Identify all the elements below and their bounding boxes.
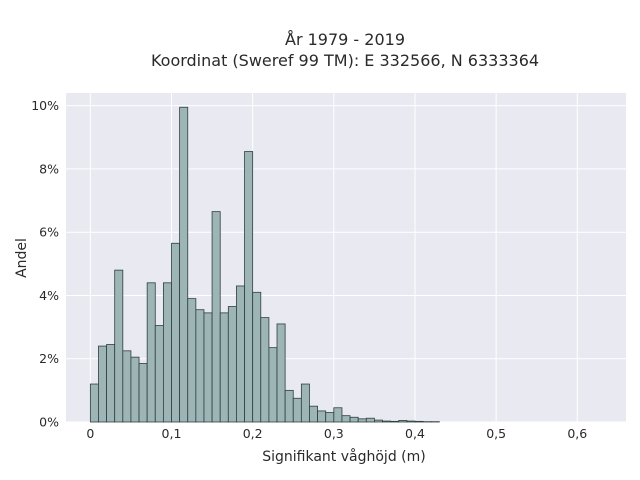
histogram-bar: [374, 419, 383, 423]
histogram-bar: [219, 312, 229, 423]
histogram-bar: [244, 151, 254, 423]
histogram-bar: [276, 323, 286, 423]
histogram-bar: [349, 416, 359, 423]
histogram-bar: [162, 282, 172, 423]
histogram-bar: [146, 282, 156, 423]
x-tick-label: 0,5: [486, 426, 506, 441]
x-tick-label: 0,6: [567, 426, 587, 441]
histogram-bar: [414, 420, 424, 423]
histogram-bar: [365, 417, 375, 423]
histogram-bar: [382, 420, 392, 423]
histogram-bar: [284, 389, 294, 423]
histogram-bar: [390, 420, 400, 423]
histogram-bar: [106, 344, 116, 423]
y-tick-label: 10%: [31, 98, 59, 113]
histogram-bar: [195, 309, 205, 423]
y-tick-labels: 0% 2% 4% 6% 8% 10%: [31, 98, 59, 429]
x-tick-labels: 0 0,1 0,2 0,3 0,4 0,5 0,6: [86, 426, 587, 441]
x-tick-label: 0,1: [162, 426, 182, 441]
histogram-bar: [268, 347, 278, 423]
histogram-bar: [292, 397, 302, 423]
histogram-bar: [406, 420, 416, 423]
histogram-bar: [357, 418, 367, 423]
histogram-bar: [227, 306, 237, 423]
y-tick-label: 6%: [39, 225, 59, 240]
histogram-bar: [333, 407, 343, 423]
bars: [89, 106, 440, 423]
histogram-bar: [179, 106, 189, 423]
chart-title-line2: Koordinat (Sweref 99 TM): E 332566, N 63…: [151, 51, 539, 70]
x-tick-label: 0,2: [243, 426, 263, 441]
histogram-bar: [138, 363, 148, 423]
histogram-bar: [122, 350, 132, 423]
y-tick-label: 4%: [39, 288, 59, 303]
histogram-bar: [300, 383, 310, 423]
histogram-bar: [203, 312, 213, 423]
histogram-bar: [341, 415, 351, 423]
histogram-bar: [98, 345, 107, 423]
y-tick-label: 8%: [39, 161, 59, 176]
y-axis-label: Andel: [14, 238, 30, 278]
histogram-bar: [325, 412, 335, 423]
chart-title-line1: År 1979 - 2019: [285, 30, 405, 49]
x-tick-label: 0: [86, 426, 94, 441]
x-axis-label: Signifikant våghöjd (m): [262, 448, 425, 465]
histogram-bar: [154, 325, 164, 423]
histogram-bar: [187, 298, 197, 423]
histogram-bar: [252, 291, 262, 423]
histogram-bar: [309, 405, 318, 423]
histogram-bar: [398, 420, 408, 423]
histogram-bar: [317, 410, 327, 423]
histogram-bar: [171, 242, 181, 423]
x-tick-label: 0,3: [324, 426, 344, 441]
histogram-bar: [211, 211, 221, 423]
histogram-bar: [236, 285, 245, 423]
histogram-bar: [260, 317, 270, 423]
y-tick-label: 0%: [39, 415, 59, 430]
y-tick-label: 2%: [39, 351, 59, 366]
histogram-bar: [114, 269, 124, 423]
histogram-bar: [89, 383, 99, 423]
x-tick-label: 0,4: [405, 426, 425, 441]
histogram-bar: [130, 356, 140, 423]
